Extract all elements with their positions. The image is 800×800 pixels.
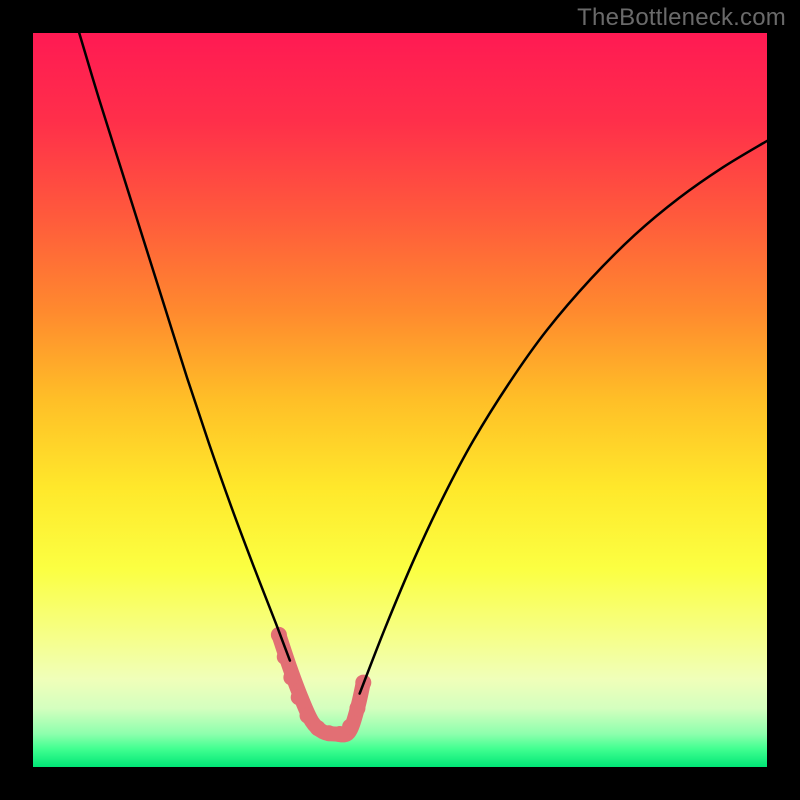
- curve-layer: [33, 33, 767, 767]
- right-bottleneck-curve: [360, 141, 767, 694]
- watermark-text: TheBottleneck.com: [577, 4, 786, 32]
- chart-frame: TheBottleneck.com: [0, 0, 800, 800]
- plot-area: [33, 33, 767, 767]
- left-bottleneck-curve: [79, 33, 290, 661]
